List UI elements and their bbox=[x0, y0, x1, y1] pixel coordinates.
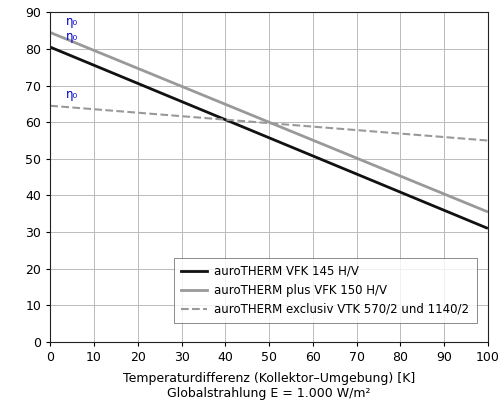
Text: η₀: η₀ bbox=[65, 30, 78, 43]
Text: η₀: η₀ bbox=[65, 88, 78, 101]
Legend: auroTHERM VFK 145 H/V, auroTHERM plus VFK 150 H/V, auroTHERM exclusiv VTK 570/2 : auroTHERM VFK 145 H/V, auroTHERM plus VF… bbox=[175, 258, 476, 323]
X-axis label: Temperaturdifferenz (Kollektor–Umgebung) [K]
Globalstrahlung E = 1.000 W/m²: Temperaturdifferenz (Kollektor–Umgebung)… bbox=[123, 372, 415, 400]
Text: η₀: η₀ bbox=[65, 15, 78, 28]
